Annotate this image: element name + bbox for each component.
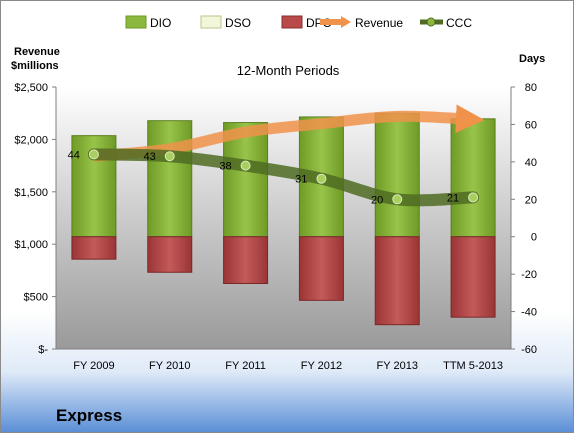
right-tick-label: 40 [525, 157, 537, 169]
chart-title: 12-Month Periods [237, 63, 340, 78]
right-tick-label: -40 [521, 307, 537, 319]
company-name: Express [56, 406, 123, 425]
legend: DIO DSO DPO Revenue CCC [125, 15, 472, 30]
dio-bar [450, 118, 496, 238]
dpo-bar [374, 236, 420, 326]
dpo-bar [223, 236, 269, 284]
x-axis-ticks: FY 2009 FY 2010 FY 2011 FY 2012 FY 2013 TTM 5… [73, 360, 503, 372]
dio-bar [374, 112, 420, 238]
left-axis-title-line2: $millions [11, 60, 59, 72]
x-tick-label: FY 2012 [301, 360, 342, 372]
legend-label-revenue: Revenue [355, 16, 403, 30]
ccc-data-label: 43 [144, 151, 156, 163]
ccc-point [316, 173, 327, 184]
legend-label-dio: DIO [150, 16, 171, 30]
right-tick-label: -20 [521, 269, 537, 281]
x-tick-label: TTM 5-2013 [443, 360, 503, 372]
legend-label-ccc: CCC [446, 16, 472, 30]
right-tick-label: 20 [525, 194, 537, 206]
x-tick-label: FY 2010 [149, 360, 190, 372]
left-tick-label: $2,000 [14, 134, 48, 146]
ccc-point [164, 151, 175, 162]
ccc-point [240, 160, 251, 171]
ccc-line [87, 148, 480, 207]
legend-swatch-dpo [281, 15, 303, 29]
right-axis-ticks: -60 -40 -20 0 20 40 60 80 [511, 82, 537, 356]
ccc-point [392, 194, 403, 205]
x-tick-label: FY 2009 [73, 360, 114, 372]
ccc-point [468, 192, 479, 203]
dpo-bar [450, 236, 496, 318]
left-tick-label: $1,500 [14, 187, 48, 199]
dpo-bar [71, 236, 117, 260]
right-tick-label: 0 [531, 232, 537, 244]
dpo-bar [298, 236, 344, 301]
legend-swatch-dso [200, 15, 222, 29]
ccc-data-label: 21 [447, 192, 459, 204]
legend-swatch-dio [125, 15, 147, 29]
left-tick-label: $2,500 [14, 82, 48, 94]
left-axis-title-line1: Revenue [14, 46, 60, 58]
legend-marker-ccc [426, 17, 436, 27]
x-tick-label: FY 2013 [377, 360, 418, 372]
right-tick-label: 60 [525, 119, 537, 131]
left-tick-label: $- [38, 344, 48, 356]
left-tick-label: $1,000 [14, 239, 48, 251]
right-tick-label: 80 [525, 82, 537, 94]
legend-arrow-icon [341, 16, 351, 28]
legend-label-dso: DSO [225, 16, 251, 30]
ccc-series: 44 43 38 31 20 21 [68, 148, 480, 207]
left-axis-ticks: $- $500 $1,000 $1,500 $2,000 $2,500 [14, 82, 56, 356]
right-axis-title: Days [519, 53, 545, 65]
dpo-bar [147, 236, 193, 273]
ccc-data-label: 31 [295, 174, 307, 186]
left-tick-label: $500 [24, 292, 48, 304]
dio-bar [147, 120, 193, 238]
x-tick-label: FY 2011 [225, 360, 266, 372]
right-tick-label: -60 [521, 344, 537, 356]
ccc-data-label: 44 [68, 149, 80, 161]
ccc-data-label: 38 [219, 161, 231, 173]
ccc-data-label: 20 [371, 194, 383, 206]
ccc-point [88, 149, 99, 160]
